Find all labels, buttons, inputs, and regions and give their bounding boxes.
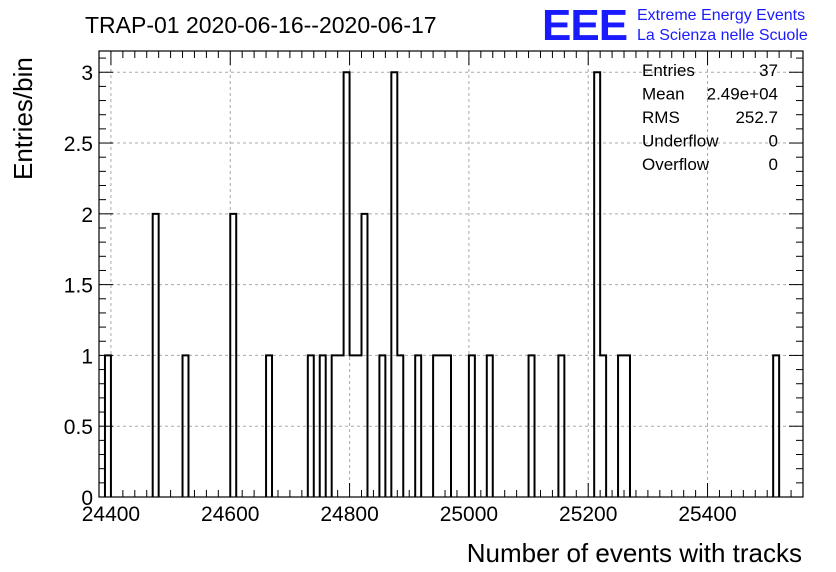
logo-mark: EEE [542, 1, 627, 50]
y-tick-label: 0.5 [64, 416, 93, 439]
logo-line2: La Scienza nelle Scuole [637, 27, 808, 44]
logo-line1: Extreme Energy Events [637, 7, 805, 24]
eee-logo: EEE Extreme Energy Events La Scienza nel… [542, 1, 808, 50]
stats-value: 0 [769, 155, 778, 174]
x-tick-label: 24800 [320, 503, 378, 526]
stats-label: Overflow [642, 155, 710, 174]
axes-frame [98, 50, 804, 498]
x-tick-label: 25000 [440, 503, 498, 526]
x-axis-label: Number of events with tracks [467, 538, 802, 568]
y-tick-label: 0 [81, 487, 93, 510]
y-axis-label: Entries/bin [8, 57, 38, 180]
x-tick-label: 24600 [201, 503, 259, 526]
stats-label: Entries [642, 61, 695, 80]
plot-frame [98, 50, 804, 498]
chart-title: TRAP-01 2020-06-16--2020-06-17 [85, 12, 437, 38]
stats-value: 0 [769, 132, 778, 151]
x-tick-label: 25200 [559, 503, 617, 526]
stats-value: 2.49e+04 [707, 85, 778, 104]
stats-box: Entries 37 Mean 2.49e+04 RMS 252.7 Underflow 0 O… [642, 61, 778, 174]
stats-label: RMS [642, 108, 680, 127]
x-tick-label: 24400 [82, 503, 140, 526]
stats-label: Mean [642, 85, 685, 104]
y-tick-label: 1 [81, 345, 93, 368]
axis-ticks: 24400 24600 24800 25000 25200 25400 0 0.5 1 1.5 2 2… [64, 51, 804, 526]
y-tick-label: 2.5 [64, 133, 93, 156]
x-tick-label: 25400 [678, 503, 736, 526]
stats-value: 252.7 [735, 108, 778, 127]
stats-value: 37 [759, 61, 778, 80]
y-tick-label: 2 [81, 204, 93, 227]
y-tick-label: 1.5 [64, 275, 93, 298]
stats-label: Underflow [642, 132, 719, 151]
y-tick-label: 3 [81, 62, 93, 85]
